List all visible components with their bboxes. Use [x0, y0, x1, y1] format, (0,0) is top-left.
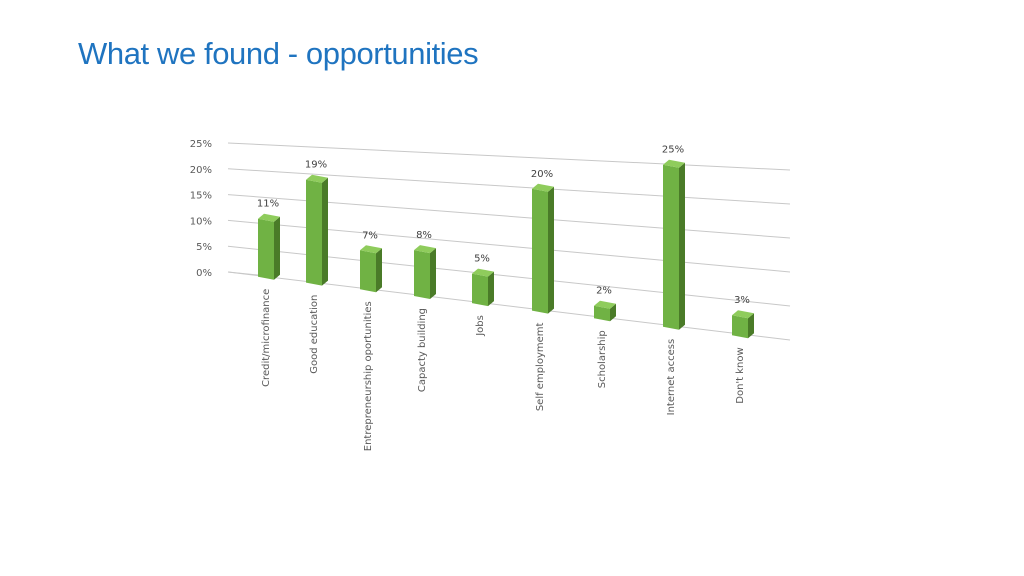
category-label: Self employmemt: [535, 323, 546, 412]
bar: [732, 310, 754, 339]
bar: [594, 300, 616, 322]
bar: [306, 174, 328, 286]
bar-side: [548, 186, 554, 314]
category-label: Scholarship: [597, 330, 608, 388]
bar-front: [594, 305, 610, 322]
data-label: 5%: [474, 254, 490, 265]
bar-front: [732, 315, 748, 339]
bar-front: [258, 218, 274, 280]
slide-title: What we found - opportunities: [78, 36, 479, 71]
data-label: 25%: [662, 145, 684, 156]
y-tick-label: 25%: [190, 139, 212, 150]
bar-front: [532, 188, 548, 314]
bar-top: [532, 183, 554, 192]
data-label: 8%: [416, 230, 432, 241]
data-label: 11%: [257, 199, 279, 210]
gridline: [227, 142, 791, 171]
bar-top: [594, 300, 616, 309]
bar-side: [679, 162, 685, 330]
bar-front: [663, 164, 679, 330]
bar-front: [360, 250, 376, 293]
bar: [414, 245, 436, 299]
y-tick-label: 5%: [196, 242, 212, 253]
category-label: Credit/microfinance: [261, 289, 272, 387]
y-axis-ticks: 0% 5% 10% 15% 20% 25%: [190, 139, 212, 279]
bar-side: [430, 248, 436, 299]
bar-front: [472, 273, 488, 307]
bar-front: [414, 250, 430, 299]
bar: [532, 183, 554, 314]
y-tick-label: 10%: [190, 216, 212, 227]
bar: [258, 213, 280, 280]
bars: [258, 159, 754, 339]
category-label: Internet access: [666, 339, 677, 416]
category-label: Entrepreneurship oportunities: [363, 301, 374, 451]
floor-edge: [227, 271, 259, 276]
data-label: 2%: [596, 286, 612, 297]
gridline: [227, 168, 791, 205]
bar: [472, 268, 494, 307]
bar-front: [306, 179, 322, 286]
bar-side: [748, 313, 754, 339]
data-label: 3%: [734, 295, 750, 306]
bar-side: [274, 216, 280, 280]
category-labels: Credit/microfinance Good education Entrepr…: [261, 289, 746, 452]
category-label: Good education: [309, 295, 320, 374]
bar-side: [488, 271, 494, 307]
category-label: Don't know: [735, 347, 746, 403]
bar-side: [322, 177, 328, 286]
bar-top: [663, 159, 685, 168]
bar: [360, 245, 382, 293]
bar-top: [306, 174, 328, 183]
y-tick-label: 0%: [196, 268, 212, 279]
data-label: 20%: [531, 169, 553, 180]
bar-top: [360, 245, 382, 254]
bar-top: [414, 245, 436, 254]
bar-top: [258, 213, 280, 222]
bar-side: [610, 303, 616, 322]
bar: [663, 159, 685, 330]
y-tick-label: 15%: [190, 191, 212, 202]
bar-top: [732, 310, 754, 319]
bar-top: [472, 268, 494, 277]
bar-side: [376, 248, 382, 293]
data-label: 19%: [305, 160, 327, 171]
category-label: Jobs: [475, 315, 486, 337]
category-label: Capacty building: [417, 308, 428, 392]
data-labels: 11% 19% 7% 8% 5% 20% 2% 25% 3%: [257, 145, 750, 306]
y-tick-label: 20%: [190, 165, 212, 176]
data-label: 7%: [362, 230, 378, 241]
